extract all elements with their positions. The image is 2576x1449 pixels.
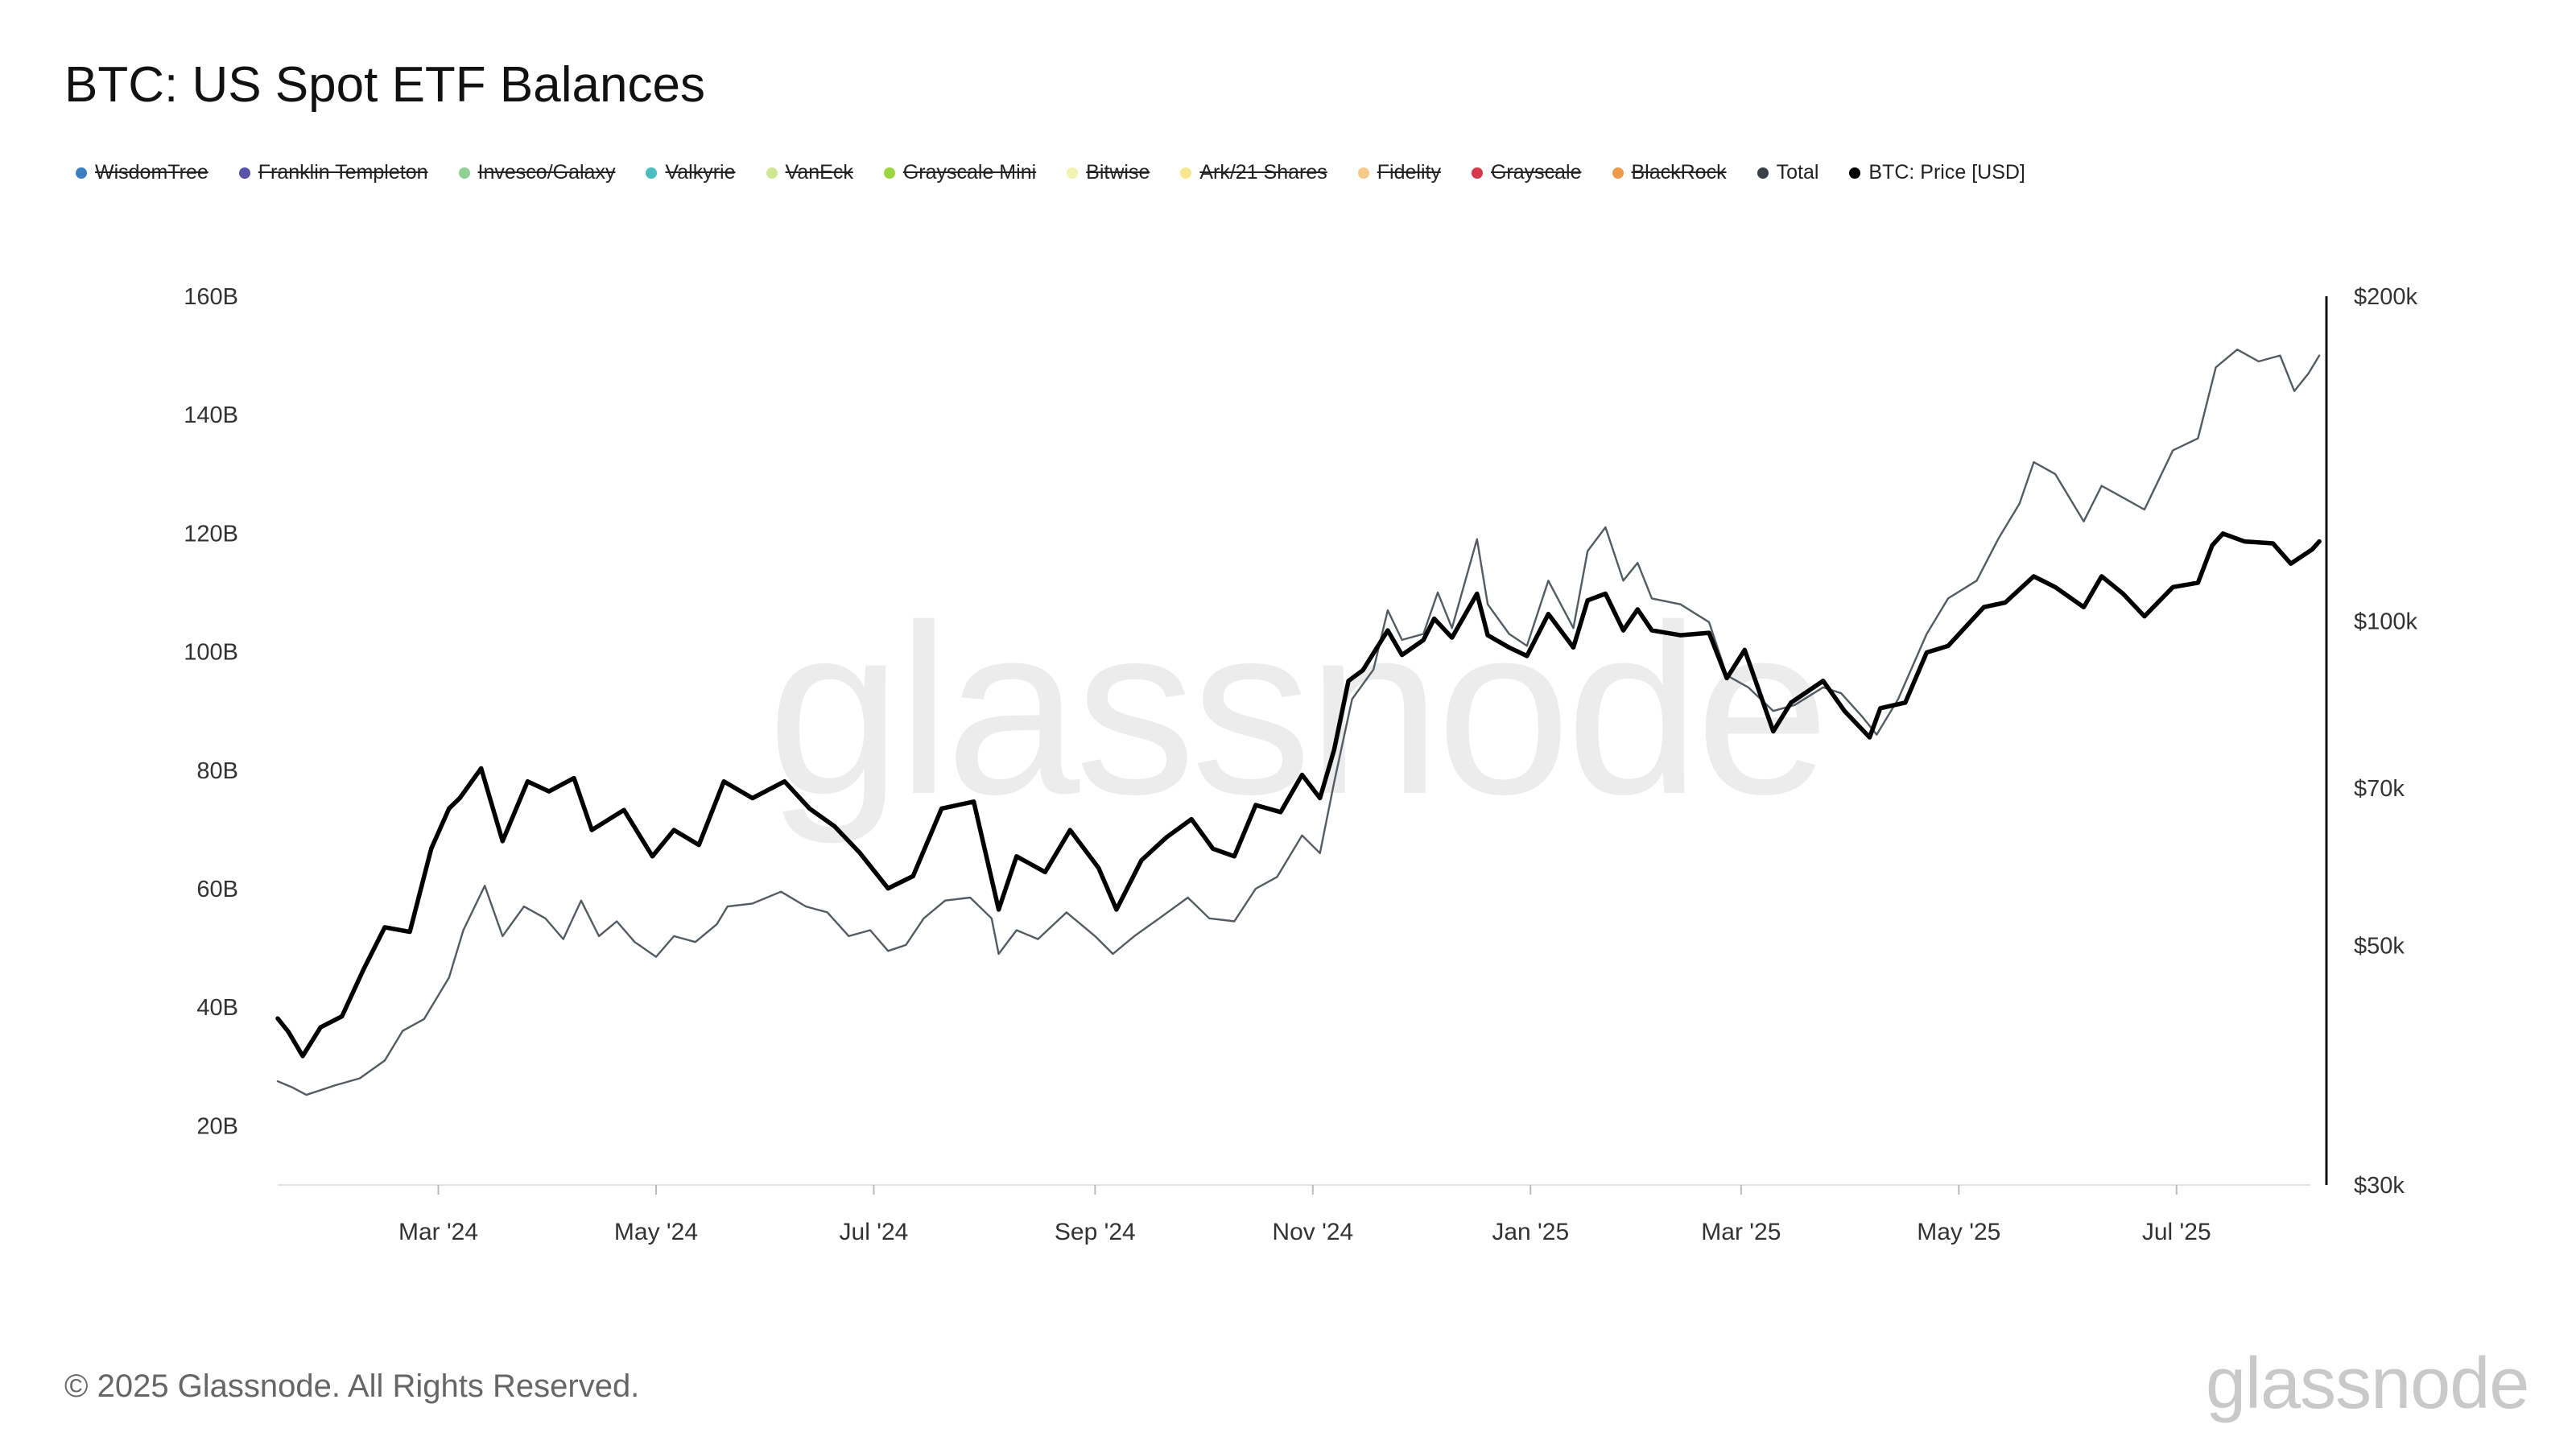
legend-dot-icon: [1180, 167, 1192, 179]
y-left-tick-label: 60B: [196, 877, 238, 902]
y-right-tick-label: $100k: [2354, 609, 2418, 634]
legend-item-fidelity[interactable]: Fidelity: [1357, 161, 1441, 184]
legend-dot-icon: [76, 167, 87, 179]
glassnode-logo: glassnode: [2206, 1344, 2529, 1424]
legend-label: WisdomTree: [95, 161, 208, 184]
legend-item-franklin-templeton[interactable]: Franklin Templeton: [238, 161, 428, 184]
legend-dot-icon: [1067, 167, 1079, 179]
legend-dot-icon: [1612, 167, 1624, 179]
legend-dot-icon: [238, 167, 250, 179]
y-left-tick-label: 100B: [184, 640, 238, 666]
legend-dot-icon: [1757, 167, 1769, 179]
y-right-tick-label: $200k: [2354, 284, 2418, 310]
legend-label: Invesco/Galaxy: [477, 161, 616, 184]
legend-item-wisdomtree[interactable]: WisdomTree: [76, 161, 208, 184]
legend-dot-icon: [1849, 167, 1861, 179]
legend-label: BlackRock: [1631, 161, 1727, 184]
y-left-tick-label: 40B: [196, 995, 238, 1021]
x-tick-label: May '25: [1917, 1219, 2000, 1245]
legend-label: BTC: Price [USD]: [1868, 161, 2025, 184]
legend: WisdomTree Franklin Templeton Invesco/Gala…: [76, 161, 2056, 184]
legend-label: VanEck: [785, 161, 853, 184]
legend-dot-icon: [766, 167, 778, 179]
y-left-tick-label: 20B: [196, 1113, 238, 1139]
legend-item-grayscale[interactable]: Grayscale: [1471, 161, 1582, 184]
legend-label: Fidelity: [1377, 161, 1441, 184]
x-tick-label: May '24: [614, 1219, 698, 1245]
x-tick-label: Sep '24: [1055, 1219, 1136, 1245]
y-right-tick-label: $70k: [2354, 776, 2405, 802]
x-tick-label: Mar '25: [1701, 1219, 1781, 1245]
series-layer: [275, 349, 2322, 1096]
legend-label: Grayscale: [1490, 161, 1582, 184]
legend-item-grayscale-mini[interactable]: Grayscale Mini: [883, 161, 1037, 184]
chart-title: BTC: US Spot ETF Balances: [64, 57, 705, 113]
legend-item-valkyrie[interactable]: Valkyrie: [646, 161, 736, 184]
legend-item-ark-21-shares[interactable]: Ark/21 Shares: [1180, 161, 1327, 184]
x-tick-label: Jan '25: [1492, 1219, 1569, 1245]
legend-item-total[interactable]: Total: [1757, 161, 1819, 184]
legend-item-invesco-galaxy[interactable]: Invesco/Galaxy: [458, 161, 616, 184]
legend-label: Franklin Templeton: [258, 161, 428, 184]
btc-price-line: [275, 531, 2322, 1059]
watermark-glassnode: glassnode: [767, 574, 1825, 846]
legend-dot-icon: [458, 167, 470, 179]
legend-label: Bitwise: [1086, 161, 1150, 184]
legend-item-bitwise[interactable]: Bitwise: [1067, 161, 1150, 184]
y-left-tick-label: 160B: [184, 284, 238, 310]
y-right-tick-label: $50k: [2354, 934, 2405, 960]
y-right-tick-label: $30k: [2354, 1173, 2405, 1199]
legend-dot-icon: [883, 167, 895, 179]
legend-label: Grayscale Mini: [902, 161, 1037, 184]
legend-dot-icon: [646, 167, 658, 179]
legend-item-blackrock[interactable]: BlackRock: [1612, 161, 1727, 184]
legend-label: Total: [1776, 161, 1819, 184]
x-tick-label: Nov '24: [1272, 1219, 1353, 1245]
x-tick-label: Jul '24: [840, 1219, 909, 1245]
y-left-tick-label: 80B: [196, 758, 238, 784]
y-left-tick-label: 140B: [184, 402, 238, 428]
copyright-footer: © 2025 Glassnode. All Rights Reserved.: [64, 1368, 640, 1404]
legend-item-btc-price-usd[interactable]: BTC: Price [USD]: [1849, 161, 2025, 184]
legend-item-vaneck[interactable]: VanEck: [766, 161, 853, 184]
y-left-tick-label: 120B: [184, 521, 238, 547]
legend-dot-icon: [1357, 167, 1369, 179]
x-tick-label: Jul '25: [2142, 1219, 2211, 1245]
x-tick-label: Mar '24: [398, 1219, 478, 1245]
axes-layer: Mar '24 May '24 Jul '24 Sep '24 Nov '24 Jan '…: [184, 284, 2417, 1245]
legend-label: Valkyrie: [665, 161, 736, 184]
legend-label: Ark/21 Shares: [1199, 161, 1327, 184]
legend-dot-icon: [1471, 167, 1483, 179]
total-balance-line: [276, 349, 2321, 1096]
